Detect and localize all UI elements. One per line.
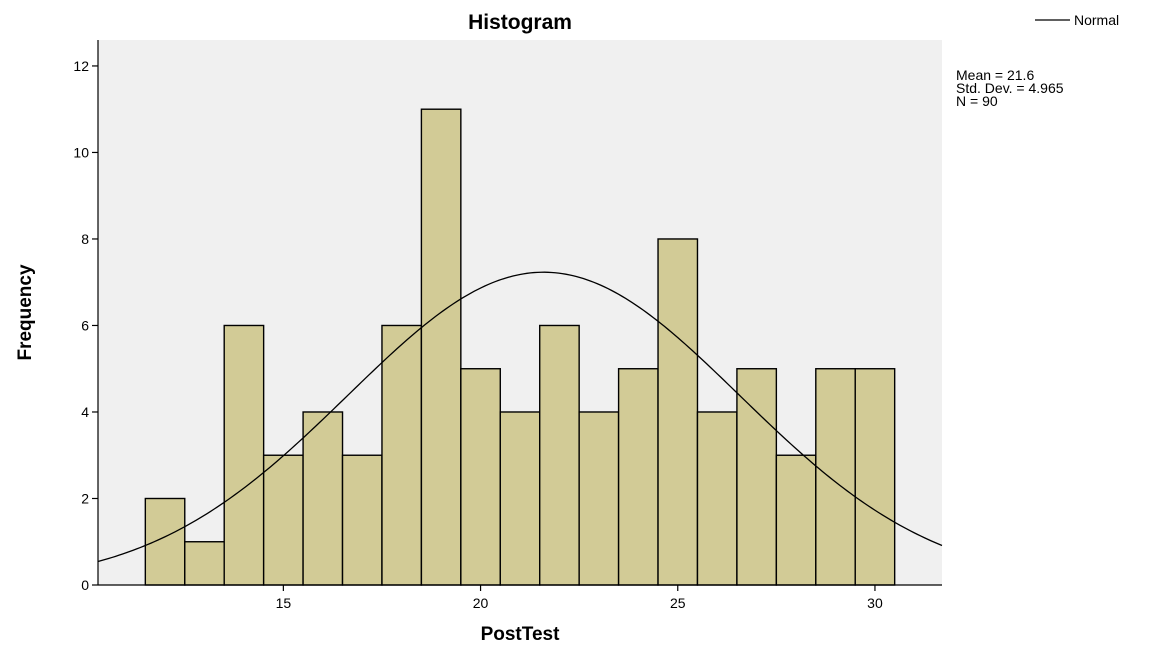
chart-title: Histogram: [468, 11, 572, 34]
y-tick-label: 2: [81, 490, 89, 506]
stats-label: Mean = 21.6: [956, 67, 1034, 83]
histogram-bar: [617, 368, 659, 586]
y-tick-label: 10: [73, 144, 89, 160]
histogram-bar: [184, 541, 225, 586]
y-tick-label: 6: [81, 317, 89, 333]
histogram-bar: [381, 324, 423, 586]
x-tick-label: 25: [670, 595, 686, 611]
histogram-bar: [460, 368, 501, 586]
histogram-bar: [657, 238, 699, 586]
histogram-bar: [223, 324, 265, 586]
histogram-bar: [578, 411, 620, 586]
histogram-bar: [144, 497, 186, 586]
x-axis-label: PostTest: [481, 624, 561, 645]
stats-label: Std. Dev. = 4.965: [956, 80, 1064, 96]
histogram-bar: [775, 454, 817, 586]
histogram-bar: [815, 368, 856, 586]
x-tick-label: 15: [276, 595, 292, 611]
histogram-bar: [696, 411, 738, 586]
normal-curve: [97, 271, 943, 563]
x-tick-label: 30: [867, 595, 883, 611]
y-tick-label: 12: [73, 58, 89, 74]
histogram-bar: [262, 454, 304, 586]
y-tick-label: 8: [81, 231, 89, 247]
x-tick-label: 20: [473, 595, 489, 611]
histogram-bar: [736, 368, 778, 586]
histogram-bar: [341, 454, 383, 586]
y-tick-label: 4: [81, 404, 89, 420]
histogram-bar: [539, 324, 580, 586]
histogram-bar: [302, 411, 344, 586]
legend-label-normal: Normal: [1074, 12, 1119, 28]
histogram-bar: [499, 411, 541, 586]
histogram-bar: [420, 108, 462, 586]
stats-label: N = 90: [956, 93, 998, 109]
y-axis-label: Frequency: [15, 264, 36, 361]
y-tick-label: 0: [81, 577, 89, 593]
histogram-bar: [854, 368, 896, 586]
